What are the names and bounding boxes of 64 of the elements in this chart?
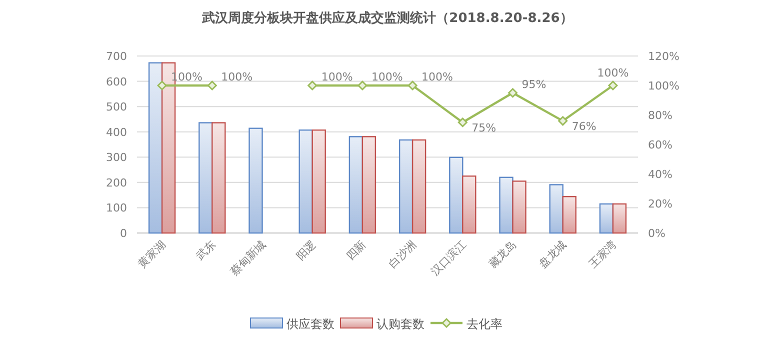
point xyxy=(458,118,468,128)
data-label: 100% xyxy=(597,66,629,80)
data-label: 100% xyxy=(221,70,253,84)
bar xyxy=(198,122,213,234)
bar xyxy=(312,129,326,234)
data-label: 100% xyxy=(371,70,403,84)
point xyxy=(408,80,418,90)
point xyxy=(358,80,368,90)
bar xyxy=(612,203,627,234)
data-label: 100% xyxy=(422,70,454,84)
y2-tick-label: 40% xyxy=(648,168,672,181)
point xyxy=(608,80,618,90)
y-tick-label: 700 xyxy=(106,50,127,63)
bar xyxy=(549,184,564,234)
x-tick-label: 蔡甸新城 xyxy=(228,238,268,278)
bar xyxy=(148,62,163,234)
bar xyxy=(362,136,376,234)
bar xyxy=(599,203,614,234)
data-label: 75% xyxy=(472,121,496,134)
y-tick-label: 300 xyxy=(106,151,127,164)
x-tick-label: 四新 xyxy=(344,238,369,263)
x-tick-label: 藏龙岛 xyxy=(486,238,519,270)
x-tick-label: 黄家湖 xyxy=(136,238,168,270)
bar xyxy=(398,139,414,234)
y-tick-label: 500 xyxy=(106,100,127,114)
data-label: 76% xyxy=(572,120,596,133)
point xyxy=(508,88,518,98)
bar xyxy=(412,139,426,234)
y-tick-label: 0 xyxy=(120,227,127,240)
y2-tick-label: 60% xyxy=(648,138,672,152)
bar xyxy=(499,176,514,234)
x-tick-label: 盘龙城 xyxy=(536,238,569,270)
data-label: 95% xyxy=(522,78,546,91)
bar xyxy=(449,156,464,234)
y2-tick-label: 20% xyxy=(648,198,672,210)
bar xyxy=(212,122,226,234)
x-tick-label: 武东 xyxy=(194,238,218,263)
legend-label: 供应套数 xyxy=(286,317,334,331)
point xyxy=(207,80,217,90)
x-tick-label: 王家湾 xyxy=(586,238,620,270)
y-tick-label: 200 xyxy=(106,176,127,190)
y-tick-label: 400 xyxy=(106,126,127,139)
y-tick-label: 600 xyxy=(106,75,127,88)
bar xyxy=(248,128,263,234)
y2-tick-label: 80% xyxy=(648,109,672,122)
y2-tick-label: 120% xyxy=(648,50,680,63)
bar xyxy=(462,176,476,234)
point xyxy=(558,116,568,126)
bar xyxy=(348,136,364,234)
point xyxy=(308,80,318,90)
legend-label: 去化率 xyxy=(466,317,502,331)
data-label: 100% xyxy=(321,70,353,84)
legend-label: 认购套数 xyxy=(376,317,424,331)
x-tick-label: 汉口滨江 xyxy=(428,238,469,278)
bar xyxy=(562,196,576,234)
x-tick-label: 阳逻 xyxy=(294,238,318,263)
bar xyxy=(298,129,313,234)
point xyxy=(157,80,167,90)
y2-tick-label: 0% xyxy=(648,227,666,240)
bar xyxy=(512,180,526,234)
x-tick-label: 白沙洲 xyxy=(386,238,419,270)
y-tick-label: 100 xyxy=(106,202,127,215)
chart-title: 武汉周度分板块开盘供应及成交监测统计（2018.8.20-8.26） xyxy=(201,10,573,26)
y2-tick-label: 100% xyxy=(648,80,680,92)
